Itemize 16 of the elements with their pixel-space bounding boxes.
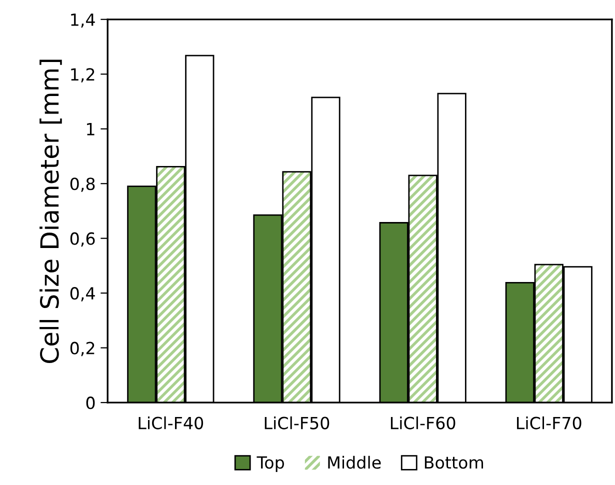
x-tick-label: LiCl-F60 [390, 416, 456, 430]
y-tick-label: 1,2 [71, 68, 94, 82]
y-tick-label: 0,4 [70, 287, 95, 302]
y-axis-title: Cell Size Diameter [mm] [40, 60, 62, 363]
y-tick-label: 0,6 [70, 232, 95, 247]
y-tick-label: 0,2 [70, 342, 94, 356]
x-tick-label: LiCl-F70 [517, 416, 582, 430]
x-tick-label: LiCl-F50 [264, 416, 330, 430]
y-tick-label: 0 [86, 396, 95, 410]
legend-label: Middle [328, 456, 381, 469]
y-tick-label: 1,4 [71, 14, 95, 28]
y-tick-label: 0,8 [70, 178, 95, 192]
legend-label: Top [256, 456, 284, 472]
y-tick-label: 1 [87, 123, 94, 136]
x-tick-label: LiCl-F40 [138, 416, 204, 430]
legend-label: Bottom [424, 456, 484, 469]
